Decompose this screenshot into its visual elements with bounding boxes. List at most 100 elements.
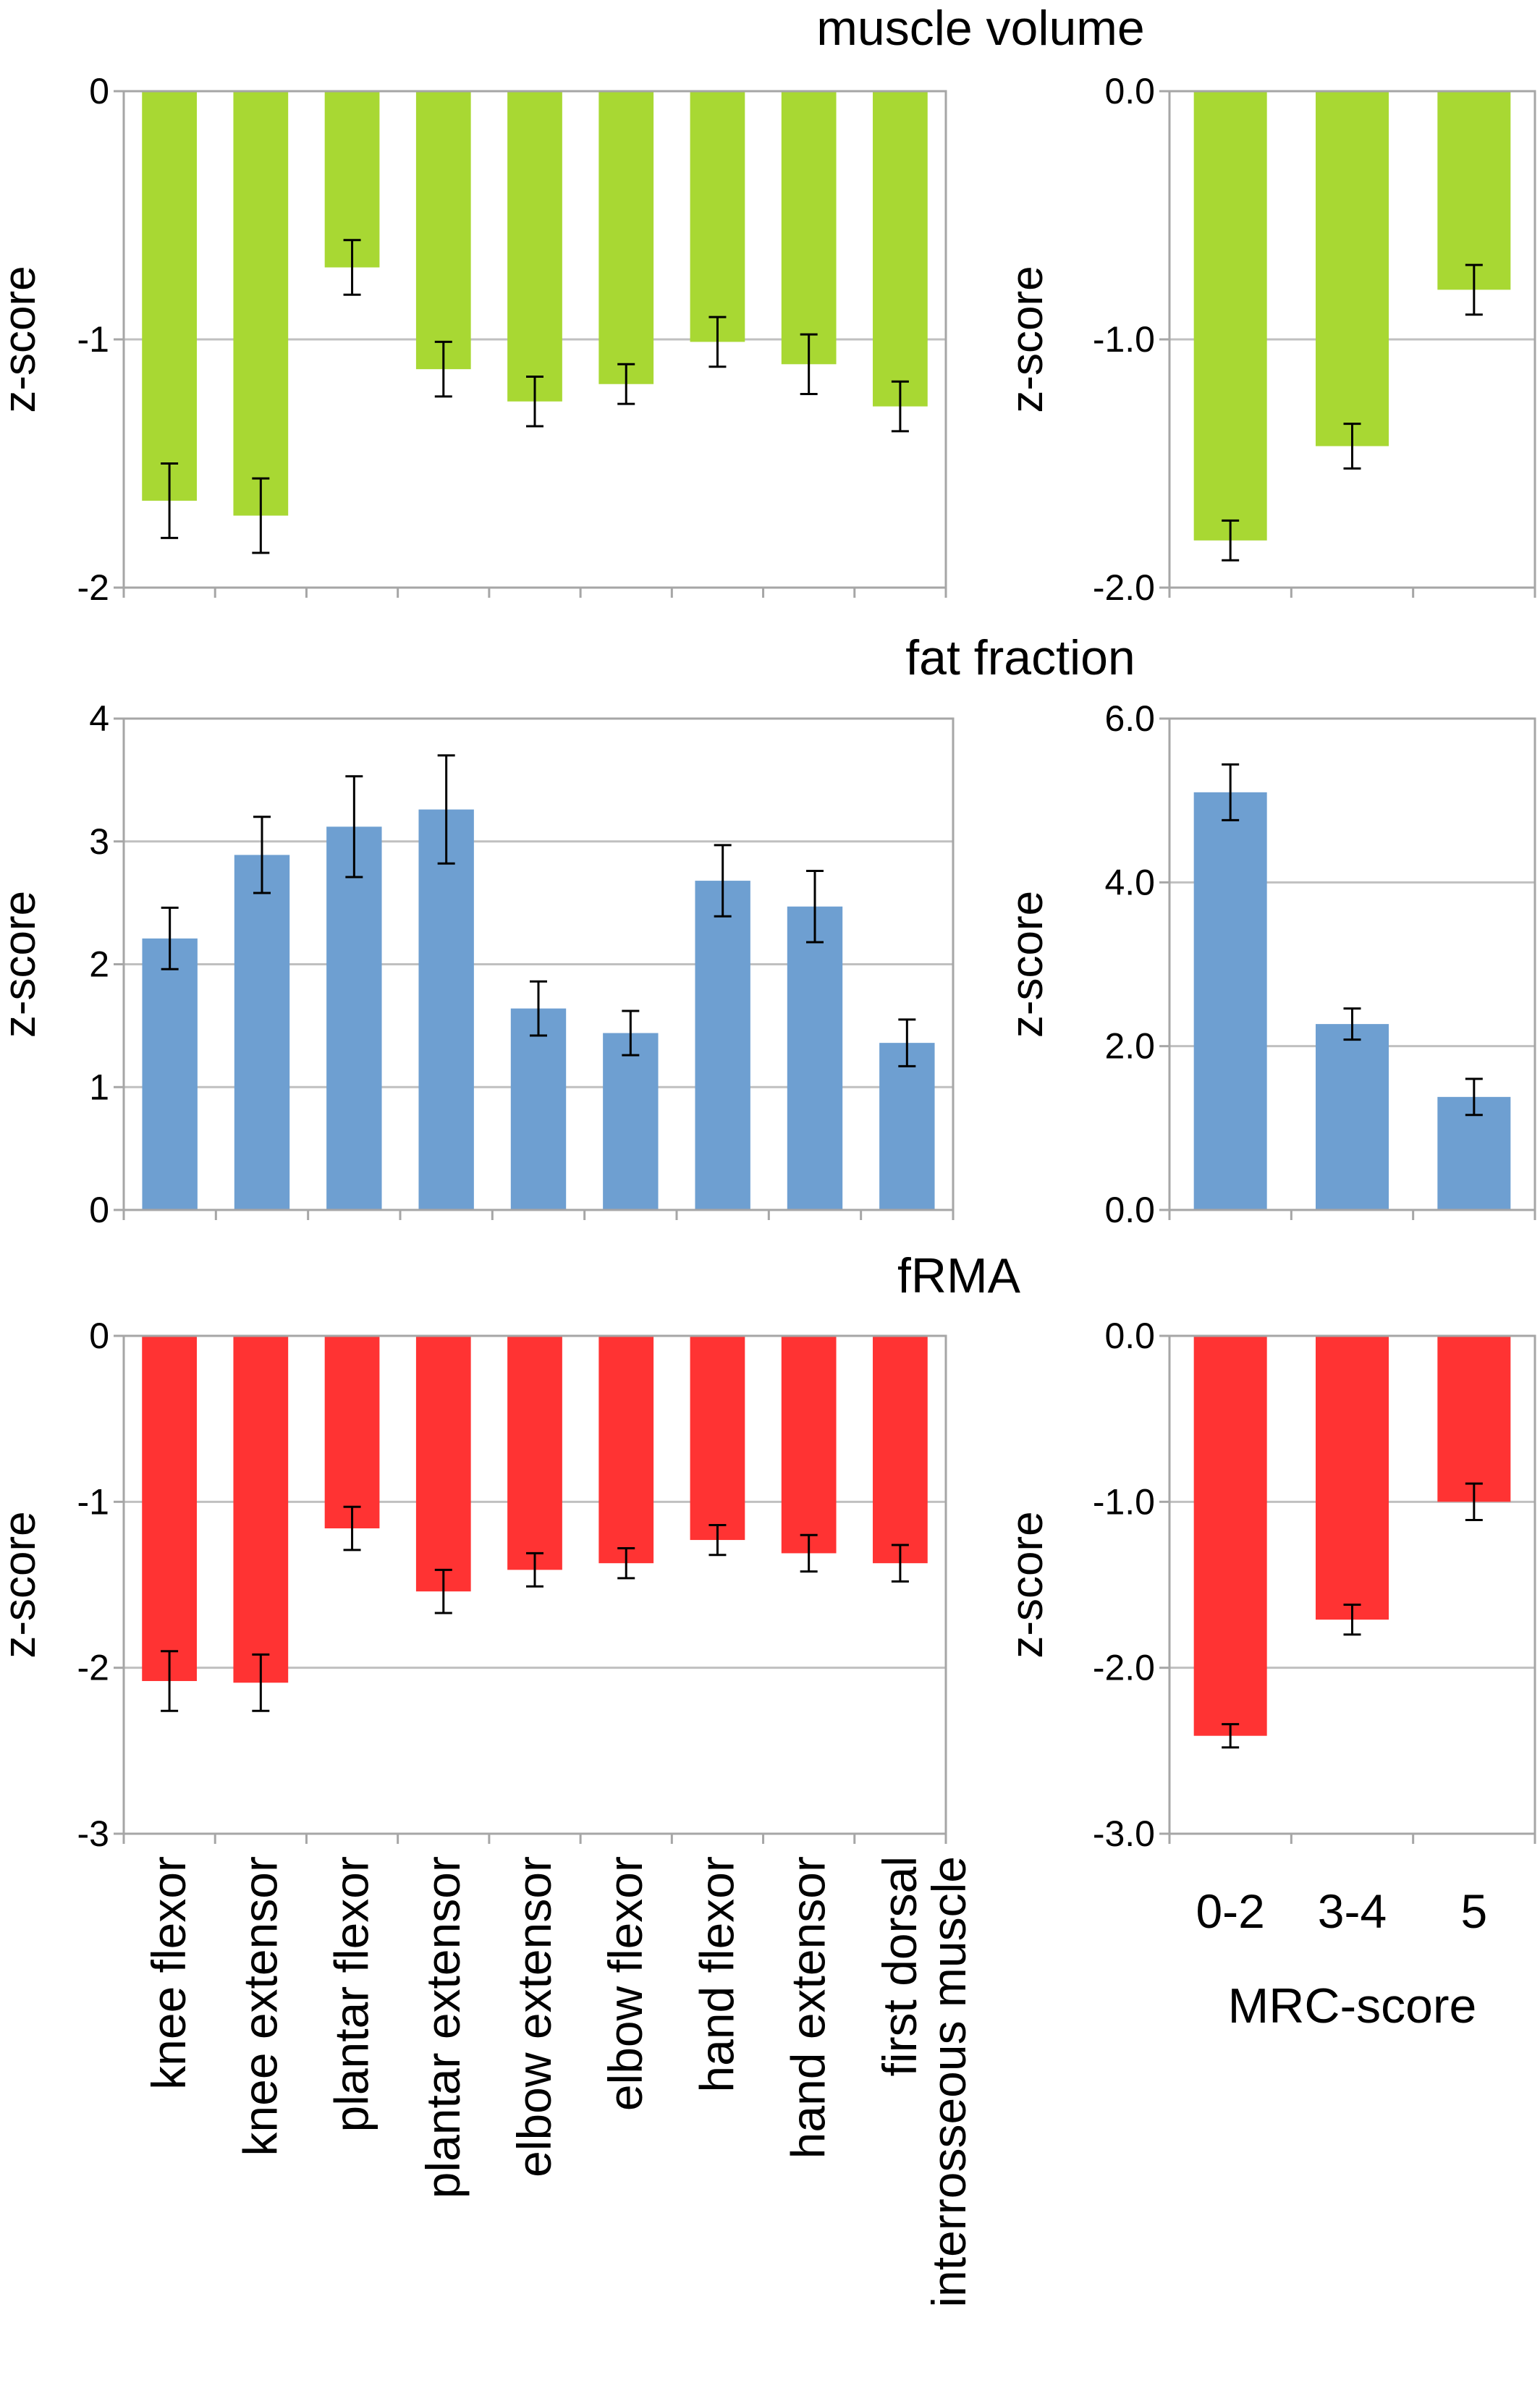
y-tick-label: -2.0 <box>1093 1648 1155 1688</box>
error-bar <box>622 1009 640 1057</box>
error-bar <box>526 375 543 428</box>
x-category-label: elbow flexor <box>598 1856 652 2111</box>
y-tick-label: -2 <box>77 567 109 608</box>
y-tick-label: -1 <box>77 1481 109 1522</box>
y-axis-label: z-score <box>1002 1511 1052 1658</box>
svg-text:plantar flexor: plantar flexor <box>325 1856 378 2133</box>
bar <box>873 1336 928 1564</box>
y-tick-label: 0 <box>89 1316 109 1356</box>
chart-panel-3: 0 1 2 3 4 z-score <box>0 698 955 1230</box>
bar <box>1193 91 1267 541</box>
error-bar <box>1465 1078 1483 1117</box>
bar <box>1316 1336 1389 1620</box>
y-axis-label: z-score <box>0 891 45 1038</box>
chart-panel-2: 0.0 -1.0 -2.0 z-score <box>1002 71 1536 608</box>
x-category-label: plantar extensor <box>416 1856 470 2198</box>
bar <box>324 1336 380 1529</box>
svg-text:knee flexor: knee flexor <box>142 1856 195 2090</box>
mrc-category-label: 3-4 <box>1318 1884 1387 1938</box>
error-bar <box>437 754 455 865</box>
error-bar <box>526 1552 543 1588</box>
error-bar <box>530 980 547 1037</box>
bar <box>233 1336 289 1683</box>
error-bar <box>708 1523 727 1557</box>
fat-fraction-title: fat fraction <box>905 630 1135 685</box>
chart-panel-5: 0 -1 -2 -3 z-score <box>0 1316 947 1854</box>
y-tick-label: 0 <box>89 71 109 111</box>
error-bar <box>800 333 818 395</box>
svg-text:first dorsal: first dorsal <box>873 1856 926 2076</box>
mrc-category-label: 5 <box>1460 1884 1487 1938</box>
error-bar <box>252 477 270 554</box>
error-bar <box>898 1018 916 1067</box>
y-tick-label: -2.0 <box>1093 567 1155 608</box>
error-bar <box>434 1568 452 1614</box>
x-category-label: knee extensor <box>233 1856 287 2156</box>
error-bar <box>714 844 732 918</box>
bar <box>326 826 382 1210</box>
x-category-label: plantar flexor <box>325 1856 378 2133</box>
bar <box>690 91 745 342</box>
error-bar <box>617 1547 635 1580</box>
svg-text:elbow flexor: elbow flexor <box>598 1856 652 2111</box>
bar <box>879 1043 935 1210</box>
bar <box>1437 1336 1511 1502</box>
frma-title: fRMA <box>897 1248 1021 1303</box>
error-bar <box>800 1533 818 1573</box>
y-tick-label: 0.0 <box>1104 1190 1155 1230</box>
error-bar <box>161 906 179 970</box>
bar <box>695 881 750 1210</box>
x-category-label: hand flexor <box>690 1856 743 2093</box>
bar <box>781 1336 837 1554</box>
y-tick-label: 0.0 <box>1104 71 1155 111</box>
bar <box>690 1336 745 1541</box>
bar <box>1316 1024 1389 1210</box>
error-bar <box>253 816 271 894</box>
error-bar <box>161 462 179 539</box>
error-bar <box>1343 1007 1361 1041</box>
error-bar <box>343 239 361 296</box>
chart-panel-1: 0 -1 -2 z-score <box>0 71 947 608</box>
bar <box>142 938 198 1210</box>
bar <box>873 91 928 407</box>
bar <box>142 91 197 501</box>
muscle-volume-title: muscle volume <box>816 1 1145 56</box>
bar <box>142 1336 197 1682</box>
chart-panel-4: 0.0 2.0 4.0 6.0 z-score <box>1002 698 1536 1230</box>
y-tick-label: 4 <box>89 698 109 739</box>
y-tick-label: -3.0 <box>1093 1813 1155 1854</box>
error-bar <box>806 869 824 944</box>
bar <box>507 91 562 402</box>
bar <box>1193 792 1267 1210</box>
y-tick-label: 0.0 <box>1104 1316 1155 1356</box>
error-bar <box>252 1653 270 1712</box>
chart-panel-6: 0.0 -1.0 -2.0 -3.0 z-score <box>1002 1316 1536 1854</box>
y-axis-label: z-score <box>0 1511 45 1658</box>
bar <box>603 1033 659 1210</box>
bar <box>1437 91 1511 290</box>
bar <box>324 91 380 268</box>
y-tick-label: 6.0 <box>1104 698 1155 739</box>
bar <box>415 1336 471 1592</box>
x-category-label: knee flexor <box>142 1856 195 2090</box>
y-tick-label: 0 <box>89 1190 109 1230</box>
svg-text:hand extensor: hand extensor <box>782 1856 835 2159</box>
y-tick-label: 2 <box>89 944 109 985</box>
bar <box>510 1008 567 1210</box>
error-bar <box>617 363 635 405</box>
y-tick-label: -3 <box>77 1813 109 1854</box>
svg-text:hand flexor: hand flexor <box>690 1856 743 2093</box>
bar <box>507 1336 562 1570</box>
bar <box>1193 1336 1267 1736</box>
svg-text:elbow extensor: elbow extensor <box>507 1856 561 2177</box>
svg-text:interrosseous muscle: interrosseous muscle <box>922 1856 976 2308</box>
bar <box>234 855 290 1210</box>
y-tick-label: 3 <box>89 821 109 862</box>
plot-frame <box>1168 717 1536 1211</box>
error-bar <box>343 1505 361 1552</box>
x-category-label: hand extensor <box>782 1856 835 2159</box>
bar <box>1316 91 1389 446</box>
x-category-label: elbow extensor <box>507 1856 561 2177</box>
plot-frame <box>122 1334 947 1835</box>
